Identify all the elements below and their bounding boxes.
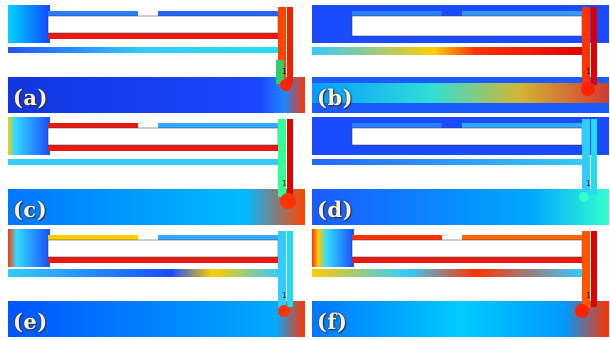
- upper-arm-right: [462, 11, 582, 16]
- slot-outline: [351, 239, 583, 258]
- upper-arm-right: [462, 123, 582, 128]
- field-region: [312, 301, 609, 337]
- upper-arm-left: [48, 11, 138, 16]
- panel-label: (d): [317, 197, 354, 222]
- port-label: 1: [586, 67, 592, 76]
- field-top: [8, 229, 50, 267]
- upper-arm-left: [352, 11, 442, 16]
- panel-label: (a): [13, 85, 48, 110]
- vertical-stub-inner: [287, 7, 293, 83]
- panel-f: 1 (f): [312, 229, 609, 337]
- panel-label: (b): [317, 85, 354, 110]
- panel-b: 1 (b): [312, 5, 609, 113]
- panel-b-plot: [312, 5, 609, 113]
- port-label: 1: [586, 291, 592, 300]
- vertical-stub-inner: [287, 119, 293, 195]
- vertical-stub-inner: [287, 231, 293, 307]
- field-region: [8, 301, 305, 337]
- upper-arm-right: [462, 235, 582, 240]
- field-band: [312, 83, 609, 103]
- feed-hotspot: [280, 193, 296, 209]
- port-label: 1: [282, 67, 288, 76]
- vertical-stub: [278, 119, 286, 197]
- upper-arm-right: [158, 235, 278, 240]
- feed-strip: [312, 269, 584, 277]
- panel-d-plot: [312, 117, 609, 225]
- feed-hotspot: [278, 305, 290, 317]
- slot-outline: [351, 127, 583, 146]
- panel-a: 1 (a): [8, 5, 305, 113]
- upper-arm-left: [352, 123, 442, 128]
- feed-hotspot: [280, 79, 292, 91]
- upper-arm-right: [158, 123, 278, 128]
- field-region: [312, 189, 609, 225]
- vertical-stub-inner: [591, 7, 597, 85]
- feed-strip: [8, 159, 280, 165]
- lower-arm: [48, 33, 278, 39]
- upper-arm-left: [48, 235, 138, 240]
- panel-d: 1 (d): [312, 117, 609, 225]
- lower-arm: [48, 257, 278, 263]
- lower-arm: [48, 145, 278, 151]
- panel-label: (c): [13, 197, 48, 222]
- field-region: [8, 77, 305, 113]
- vertical-stub: [582, 7, 590, 87]
- vertical-stub: [278, 231, 286, 309]
- feed-hotspot: [575, 304, 589, 318]
- field-top: [312, 229, 354, 267]
- panel-label: (f): [317, 309, 348, 334]
- panel-c: 1 (c): [8, 117, 305, 225]
- upper-arm-left: [352, 235, 442, 240]
- feed-hotspot: [579, 192, 589, 202]
- panel-c-plot: [8, 117, 305, 225]
- feed-strip: [8, 47, 280, 53]
- feed-strip: [8, 269, 280, 277]
- slot-outline: [351, 15, 583, 37]
- feed-strip: [312, 47, 584, 55]
- vertical-stub: [582, 119, 590, 197]
- panel-e: 1 (e): [8, 229, 305, 337]
- lower-arm: [352, 257, 582, 263]
- vertical-stub: [278, 7, 286, 85]
- port-label: 1: [586, 179, 592, 188]
- port-label: 1: [282, 179, 288, 188]
- upper-arm-right: [158, 11, 278, 16]
- vertical-stub-inner: [591, 231, 597, 307]
- panel-a-plot: [8, 5, 305, 113]
- upper-arm-left: [48, 123, 138, 128]
- vertical-stub: [582, 231, 590, 309]
- vertical-stub-inner: [591, 119, 597, 195]
- field-top: [8, 117, 50, 155]
- panel-e-plot: [8, 229, 305, 337]
- slot-outline: [47, 127, 279, 146]
- slot-outline: [47, 239, 279, 258]
- feed-strip: [312, 159, 584, 165]
- field-top: [8, 5, 50, 43]
- panel-f-plot: [312, 229, 609, 337]
- field-region: [8, 189, 305, 225]
- slot-outline: [47, 15, 279, 34]
- feed-post: [276, 60, 284, 84]
- port-label: 1: [282, 291, 288, 300]
- feed-hotspot: [581, 82, 595, 96]
- panel-label: (e): [13, 309, 48, 334]
